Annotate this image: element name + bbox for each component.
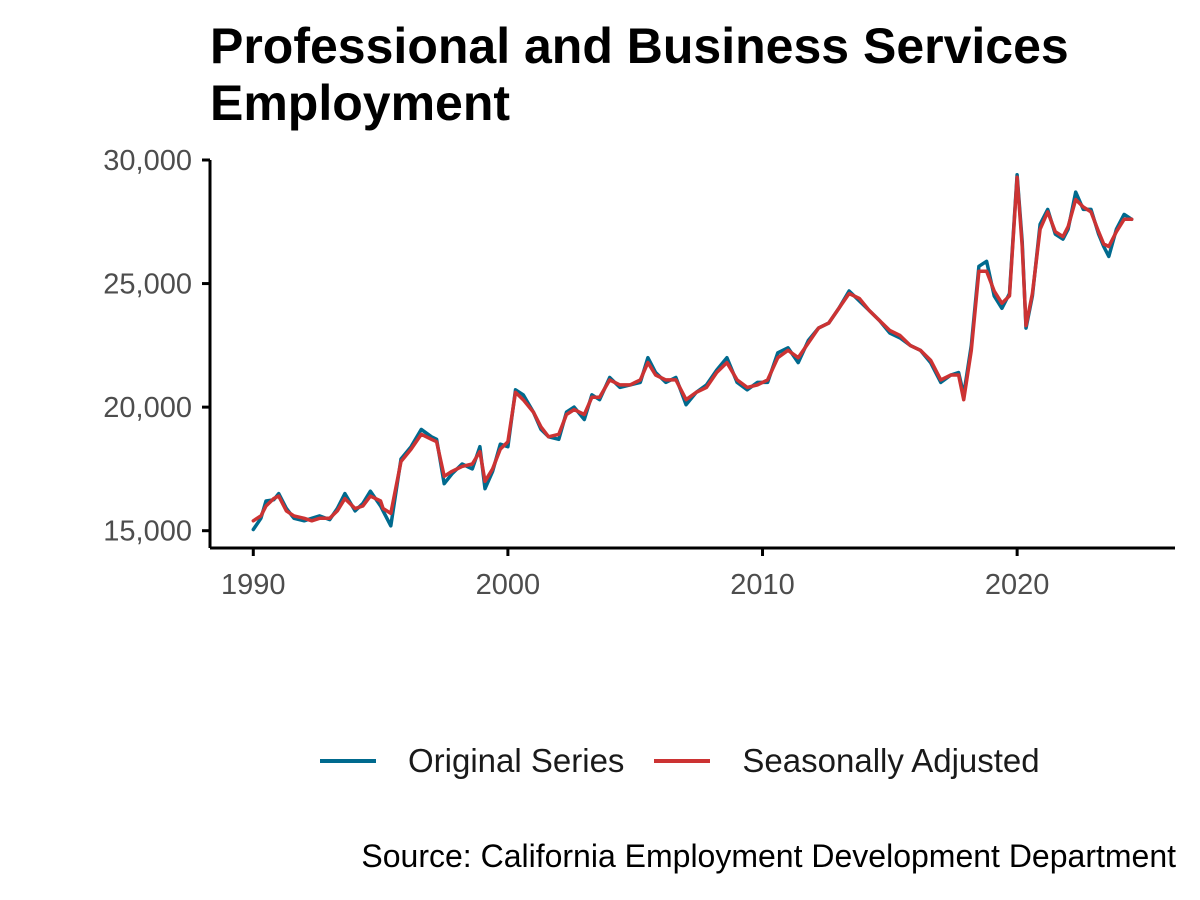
y-tick-label: 15,000: [103, 516, 192, 548]
x-axis: 1990 2000 2010 2020: [210, 546, 1175, 601]
series-line-original: [251, 173, 1134, 532]
y-axis: 15,000 20,000 25,000 30,000: [103, 145, 212, 548]
x-tick-label: 2010: [730, 569, 795, 601]
series-line-seasonally-adjusted: [251, 175, 1134, 523]
series-layer: [251, 173, 1134, 532]
legend-key-seasonally-adjusted: [654, 759, 711, 763]
legend-label-original: Original Series: [408, 742, 625, 779]
x-tick-label: 2000: [476, 569, 541, 601]
legend-item-seasonally-adjusted: Seasonally Adjusted: [654, 742, 1040, 780]
y-tick-label: 20,000: [103, 392, 192, 424]
x-tick-label: 1990: [221, 569, 286, 601]
chart-title: Professional and Business Services Emplo…: [210, 18, 1069, 131]
legend-label-seasonally-adjusted: Seasonally Adjusted: [742, 742, 1040, 779]
x-tick-label: 2020: [985, 569, 1050, 601]
legend: Original Series Seasonally Adjusted: [320, 742, 1070, 780]
y-tick-label: 25,000: [103, 269, 192, 301]
legend-item-original: Original Series: [320, 742, 624, 780]
y-tick-label: 30,000: [103, 145, 192, 177]
legend-key-original: [320, 759, 376, 763]
source-caption: Source: California Employment Developmen…: [361, 838, 1176, 874]
